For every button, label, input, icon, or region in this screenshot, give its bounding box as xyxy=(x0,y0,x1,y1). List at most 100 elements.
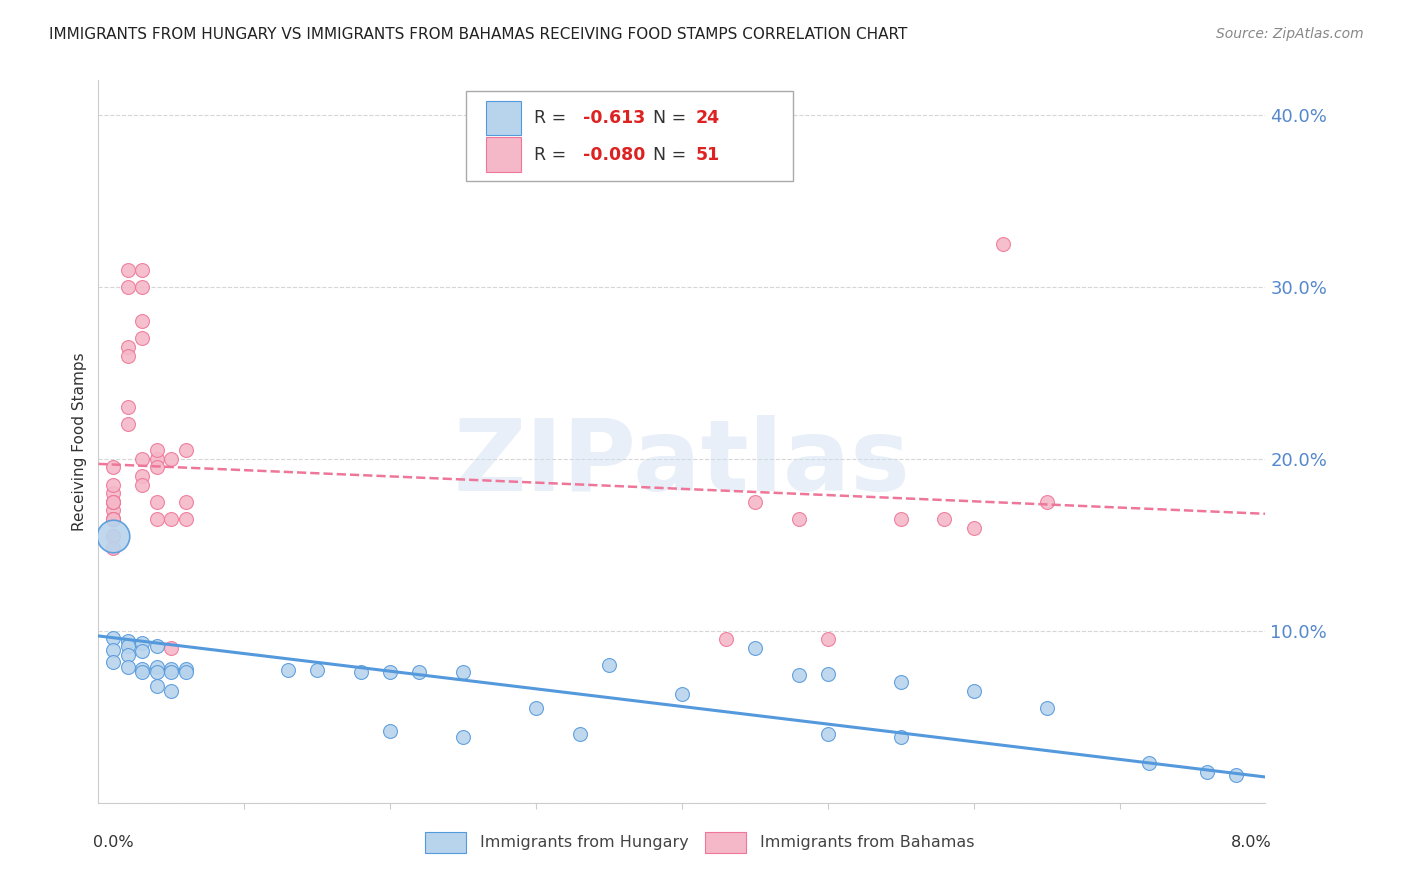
Point xyxy=(817,727,839,741)
Point xyxy=(101,494,124,508)
Point xyxy=(890,512,912,526)
Point xyxy=(101,655,124,669)
Text: 51: 51 xyxy=(696,145,720,163)
FancyBboxPatch shape xyxy=(486,101,520,136)
Point xyxy=(146,451,169,466)
FancyBboxPatch shape xyxy=(465,91,793,181)
Point xyxy=(117,417,139,432)
Point xyxy=(146,512,169,526)
Point xyxy=(277,664,299,678)
Text: R =: R = xyxy=(534,109,571,127)
Point xyxy=(101,494,124,508)
Point xyxy=(568,727,591,741)
Text: Immigrants from Bahamas: Immigrants from Bahamas xyxy=(761,835,974,850)
Point xyxy=(101,512,124,526)
Point xyxy=(146,660,169,674)
Point xyxy=(146,639,169,653)
Point xyxy=(131,331,153,345)
Point xyxy=(131,636,153,650)
Point xyxy=(524,701,547,715)
Point xyxy=(146,443,169,458)
FancyBboxPatch shape xyxy=(486,137,520,172)
Point xyxy=(146,679,169,693)
Point xyxy=(101,642,124,657)
Point xyxy=(117,279,139,293)
Point xyxy=(934,512,956,526)
Text: Immigrants from Hungary: Immigrants from Hungary xyxy=(479,835,689,850)
Text: N =: N = xyxy=(652,109,692,127)
Text: ZIPatlas: ZIPatlas xyxy=(454,415,910,512)
Point xyxy=(101,512,124,526)
Point xyxy=(131,314,153,328)
Point xyxy=(101,494,124,508)
Point xyxy=(101,541,124,556)
Point xyxy=(117,340,139,354)
Point xyxy=(1035,701,1057,715)
Point xyxy=(101,512,124,526)
Point xyxy=(160,662,183,676)
Text: 0.0%: 0.0% xyxy=(93,835,134,850)
Point xyxy=(131,469,153,483)
Point xyxy=(174,512,197,526)
Text: 24: 24 xyxy=(696,109,720,127)
Point xyxy=(350,665,373,679)
Point xyxy=(787,668,810,682)
Point xyxy=(101,503,124,517)
Point xyxy=(146,460,169,475)
Point xyxy=(101,529,124,543)
Point xyxy=(174,443,197,458)
Point xyxy=(714,632,737,647)
Point xyxy=(1137,756,1160,771)
Text: R =: R = xyxy=(534,145,571,163)
Point xyxy=(1197,764,1219,779)
Point xyxy=(101,486,124,500)
Text: Source: ZipAtlas.com: Source: ZipAtlas.com xyxy=(1216,27,1364,41)
Point xyxy=(101,631,124,645)
Text: 8.0%: 8.0% xyxy=(1230,835,1271,850)
Text: -0.080: -0.080 xyxy=(576,145,645,163)
Point xyxy=(117,660,139,674)
Point xyxy=(131,665,153,679)
Point xyxy=(117,639,139,653)
Point xyxy=(451,731,474,745)
Point xyxy=(160,640,183,655)
Point xyxy=(787,512,810,526)
Point xyxy=(671,687,693,701)
Point xyxy=(408,665,430,679)
Point xyxy=(131,279,153,293)
Point xyxy=(131,644,153,658)
Text: -0.613: -0.613 xyxy=(576,109,645,127)
Point xyxy=(307,664,329,678)
Point xyxy=(131,662,153,676)
Point xyxy=(117,648,139,662)
Text: IMMIGRANTS FROM HUNGARY VS IMMIGRANTS FROM BAHAMAS RECEIVING FOOD STAMPS CORRELA: IMMIGRANTS FROM HUNGARY VS IMMIGRANTS FR… xyxy=(49,27,908,42)
Point xyxy=(1035,494,1057,508)
Point xyxy=(744,494,766,508)
Point xyxy=(101,460,124,475)
Point xyxy=(451,665,474,679)
Point xyxy=(890,675,912,690)
Point xyxy=(991,236,1014,251)
Point xyxy=(101,529,124,543)
Point xyxy=(890,731,912,745)
Point xyxy=(160,684,183,698)
Point xyxy=(131,477,153,491)
Point xyxy=(117,349,139,363)
Point xyxy=(962,520,984,534)
Point xyxy=(1225,768,1247,782)
Point xyxy=(160,512,183,526)
Point xyxy=(174,662,197,676)
Point xyxy=(117,634,139,648)
Point xyxy=(380,665,402,679)
Point xyxy=(380,723,402,738)
Point xyxy=(146,665,169,679)
Point xyxy=(174,494,197,508)
Point xyxy=(174,665,197,679)
Point xyxy=(101,477,124,491)
Point xyxy=(117,262,139,277)
Point xyxy=(962,684,984,698)
Y-axis label: Receiving Food Stamps: Receiving Food Stamps xyxy=(72,352,87,531)
Point xyxy=(160,451,183,466)
Point xyxy=(160,665,183,679)
Point xyxy=(146,494,169,508)
